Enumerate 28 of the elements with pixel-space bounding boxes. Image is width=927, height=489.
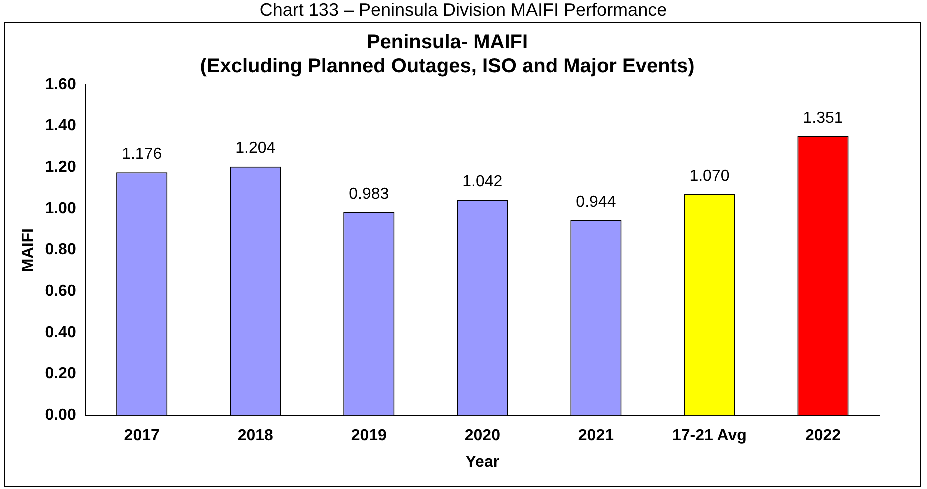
x-tick-label: 2020: [464, 428, 501, 445]
y-tick-label: 1.40: [45, 118, 76, 135]
y-tick-label: 1.60: [45, 76, 76, 94]
y-tick-label: 0.00: [45, 407, 76, 424]
data-label: 0.944: [576, 194, 616, 211]
data-label: 1.351: [803, 110, 844, 127]
y-tick-label: 1.00: [45, 200, 76, 218]
data-label: 0.983: [349, 186, 390, 203]
y-tick-label: 0.40: [45, 324, 76, 342]
y-tick-label: 0.80: [45, 242, 76, 259]
data-label: 1.176: [122, 146, 162, 164]
x-tick-label: 2019: [351, 428, 388, 445]
data-label: 1.204: [236, 140, 276, 158]
caption: Chart 133 – Peninsula Division MAIFI Performance: [258, 0, 668, 20]
data-label: 1.070: [690, 168, 730, 185]
y-tick-label: 0.60: [45, 283, 76, 300]
x-tick-label: 2021: [578, 428, 614, 445]
text: Peninsula- MAIFI: [366, 32, 528, 54]
x-tick-label: 17-21 Avg: [672, 428, 747, 445]
y-axis-title: MAIFI: [20, 228, 38, 272]
x-tick-label: 2017: [124, 428, 160, 445]
y-tick-label: 1.20: [45, 159, 76, 176]
text: (Excluding Planned Outages, ISO and Major Events): [200, 56, 695, 78]
data-label: 1.042: [462, 174, 503, 191]
x-axis-title: Year: [466, 454, 500, 471]
x-tick-label: 2018: [238, 428, 274, 445]
x-tick-label: 2022: [805, 428, 842, 445]
y-tick-label: 0.20: [45, 366, 76, 383]
